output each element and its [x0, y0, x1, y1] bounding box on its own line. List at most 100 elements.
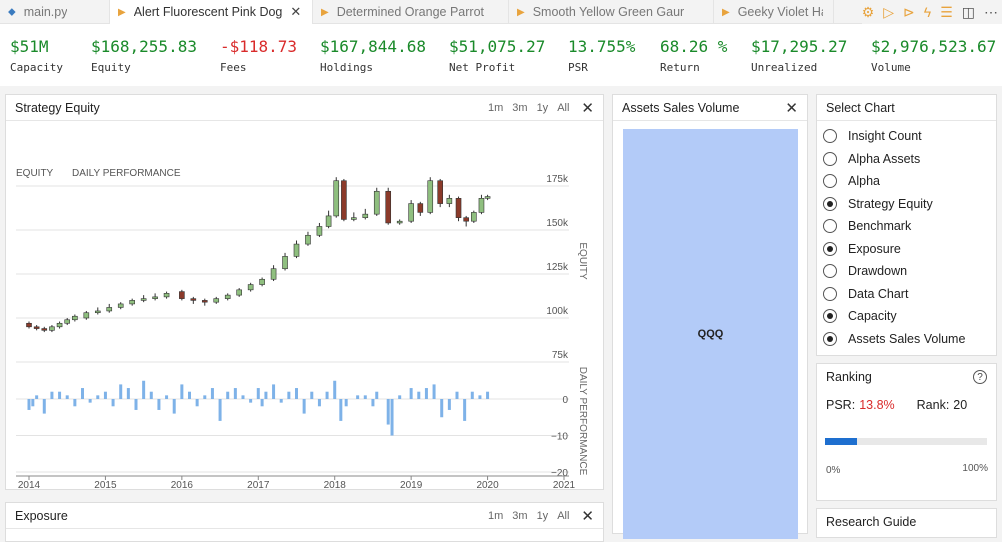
close-icon[interactable]: ✕	[785, 99, 798, 117]
progress-max-label: 100%	[962, 463, 988, 474]
gear-icon[interactable]: ⚙	[861, 4, 875, 20]
close-tab-icon[interactable]: ✕	[290, 4, 302, 19]
panel-title: Research Guide	[826, 515, 917, 529]
chart-option-drawdown[interactable]: Drawdown	[823, 260, 996, 283]
panel-title: Strategy Equity	[15, 100, 100, 115]
range-3m[interactable]: 3m	[512, 101, 528, 114]
tab-determined-orange-parrot[interactable]: ▶ Determined Orange Parrot	[313, 0, 509, 24]
candle	[446, 198, 453, 204]
candle	[64, 319, 71, 324]
progress-min-label: 0%	[826, 465, 841, 476]
chart-option-data-chart[interactable]: Data Chart	[823, 283, 996, 306]
candle	[26, 322, 32, 328]
candle	[484, 196, 491, 199]
stat-fees: -$118.73 Fees	[220, 37, 297, 74]
daily-bar	[172, 399, 176, 414]
stack-icon[interactable]: ☰	[940, 4, 953, 20]
split-editor-icon[interactable]: ◫	[961, 4, 975, 20]
range-all[interactable]: All	[557, 509, 570, 522]
range-1y[interactable]: 1y	[536, 101, 549, 114]
chart-option-strategy-equity[interactable]: Strategy Equity	[823, 193, 996, 216]
lightning-icon[interactable]: ϟ	[923, 4, 932, 20]
chart-option-alpha[interactable]: Alpha	[823, 170, 996, 193]
equity-tick-label: 150k	[546, 218, 569, 229]
radio-button[interactable]	[823, 309, 837, 324]
range-1y[interactable]: 1y	[536, 509, 549, 522]
daily-bar	[390, 399, 394, 436]
radio-button[interactable]	[823, 219, 837, 234]
panel-title: Exposure	[15, 508, 68, 523]
candle	[351, 217, 357, 220]
radio-button[interactable]	[823, 129, 837, 144]
range-1m[interactable]: 1m	[488, 101, 504, 114]
ranking-values: PSR: 13.8% Rank: 20	[817, 390, 996, 412]
run-all-icon[interactable]: ⊳	[903, 4, 915, 20]
tab-smooth-yellow-green-gaur[interactable]: ▶ Smooth Yellow Green Gaur	[509, 0, 714, 24]
stat-unrealized: $17,295.27 Unrealized	[751, 37, 847, 74]
daily-bar	[65, 395, 69, 399]
chart-options-list: Insight Count Alpha Assets Alpha Strategy E…	[817, 121, 996, 350]
radio-button[interactable]	[823, 286, 837, 301]
daily-bar	[302, 399, 306, 414]
equity-tick-label: 75k	[552, 350, 569, 361]
chart-option-exposure[interactable]: Exposure	[823, 238, 996, 261]
play-icon: ▶	[321, 6, 329, 18]
daily-bar	[249, 399, 253, 403]
radio-button[interactable]	[823, 174, 837, 189]
stat-holdings: $167,844.68 Holdings	[320, 37, 426, 74]
treemap-tile-qqq[interactable]: QQQ	[623, 129, 798, 539]
more-icon[interactable]: ⋯	[984, 4, 998, 20]
radio-button[interactable]	[823, 241, 837, 256]
editor-tab-bar: ⬥ main.py ▶ Alert Fluorescent Pink Dog ✕ ▶ Det…	[0, 0, 1002, 24]
x-tick-label: 2019	[400, 480, 423, 489]
run-icon[interactable]: ▷	[883, 4, 895, 20]
tab-alert-fluorescent-pink-dog[interactable]: ▶ Alert Fluorescent Pink Dog ✕	[110, 0, 313, 24]
candle	[270, 268, 277, 280]
daily-bar	[470, 391, 474, 399]
daily-bar	[218, 399, 222, 421]
tab-geeky-violet-ha[interactable]: ▶ Geeky Violet Ha	[714, 0, 834, 24]
equity-axis-title: EQUITY	[577, 242, 588, 280]
daily-bar	[165, 395, 169, 399]
daily-bar	[103, 391, 107, 399]
daily-bar	[272, 384, 276, 399]
tab-label: Alert Fluorescent Pink Dog	[133, 5, 283, 19]
radio-button[interactable]	[823, 331, 837, 346]
daily-tick-label: −20	[551, 468, 568, 479]
range-1m[interactable]: 1m	[488, 509, 504, 522]
radio-button[interactable]	[823, 151, 837, 166]
chart-option-alpha-assets[interactable]: Alpha Assets	[823, 148, 996, 171]
daily-bar	[440, 399, 444, 418]
daily-bar	[260, 399, 264, 407]
radio-button[interactable]	[823, 196, 837, 211]
stat-value: $2,976,523.67	[871, 37, 997, 56]
daily-bar	[81, 388, 84, 399]
psr-label: PSR:	[826, 398, 856, 412]
candle	[49, 326, 55, 331]
daily-bar	[325, 391, 329, 399]
daily-bar	[486, 391, 490, 399]
help-icon[interactable]: ?	[973, 370, 987, 384]
close-icon[interactable]: ✕	[581, 507, 594, 525]
close-icon[interactable]: ✕	[581, 99, 594, 117]
range-all[interactable]: All	[557, 101, 570, 114]
range-3m[interactable]: 3m	[512, 509, 528, 522]
daily-bar	[447, 399, 451, 410]
stat-value: $168,255.83	[91, 37, 197, 56]
legend-equity: EQUITY	[16, 168, 54, 179]
candle	[72, 315, 78, 321]
candle	[471, 212, 477, 222]
candle	[213, 298, 220, 303]
candle	[236, 289, 242, 296]
daily-bar	[96, 395, 100, 399]
strategy-equity-chart: EQUITY DAILY PERFORMANCE 175k 150k 125k 100k 7…	[16, 168, 588, 489]
candle	[362, 213, 369, 218]
stat-value: $17,295.27	[751, 37, 848, 56]
chart-option-benchmark[interactable]: Benchmark	[823, 215, 996, 238]
tab-main-py[interactable]: ⬥ main.py	[0, 0, 110, 24]
radio-button[interactable]	[823, 264, 837, 279]
chart-option-capacity[interactable]: Capacity	[823, 305, 996, 328]
chart-option-assets-sales-volume[interactable]: Assets Sales Volume	[823, 328, 996, 351]
chart-option-insight-count[interactable]: Insight Count	[823, 125, 996, 148]
x-tick-label: 2020	[476, 480, 499, 489]
